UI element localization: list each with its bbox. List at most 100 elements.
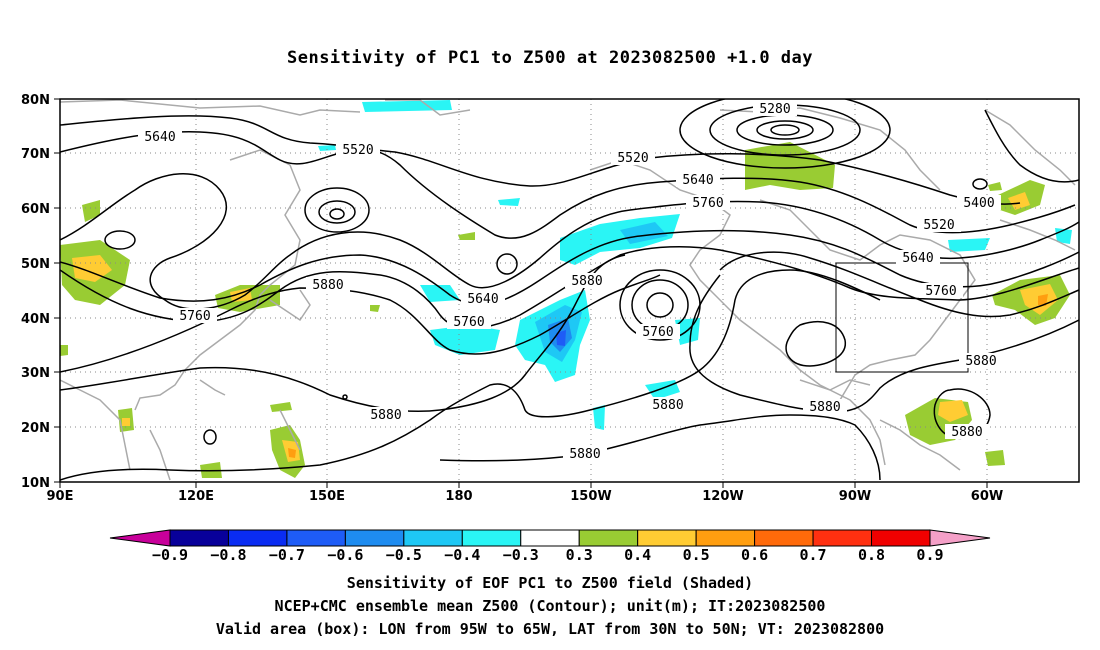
- caption-line-2: NCEP+CMC ensemble mean Z500 (Contour); u…: [0, 597, 1100, 615]
- contour-line: [305, 188, 369, 232]
- contour-line: [973, 179, 987, 189]
- lon-label: 120E: [178, 489, 214, 504]
- contour-line: [204, 430, 216, 444]
- lat-label: 70N: [21, 147, 50, 162]
- colorbar-swatch: [404, 530, 462, 546]
- colorbar-high-arrow: [930, 530, 990, 546]
- contour-line: [105, 231, 135, 249]
- lat-ticks: [54, 99, 60, 482]
- contour-line: [737, 115, 833, 145]
- contour-line: [632, 280, 688, 330]
- colorbar-swatch: [813, 530, 871, 546]
- shade-green-patch: [458, 232, 475, 240]
- lon-label: 90W: [839, 489, 871, 504]
- shade-green-patch: [370, 305, 380, 312]
- lat-label: 30N: [21, 366, 50, 381]
- lon-label: 120W: [702, 489, 743, 504]
- lon-labels: 90E 120E 150E 180 150W 120W 90W 60W: [47, 489, 1004, 504]
- colorbar-label: −0.5: [386, 546, 422, 564]
- colorbar-label: −0.3: [503, 546, 539, 564]
- lat-label: 50N: [21, 257, 50, 272]
- lat-label: 80N: [21, 93, 50, 108]
- contour-label: 5760: [642, 325, 673, 340]
- lat-labels: 80N 70N 60N 50N 40N 30N 20N 10N: [21, 93, 50, 491]
- lon-ticks: [60, 482, 987, 488]
- lon-label: 180: [445, 489, 472, 504]
- contour-label: 5520: [617, 151, 648, 166]
- colorbar-label: −0.6: [327, 546, 363, 564]
- colorbar-swatch: [755, 530, 813, 546]
- contour-label: 5400: [963, 196, 994, 211]
- colorbar-label: −0.8: [210, 546, 246, 564]
- contour-label: 5880: [809, 400, 840, 415]
- shade-green-patch: [985, 450, 1005, 466]
- contour-label: 5640: [682, 173, 713, 188]
- contour-label: 5880: [652, 398, 683, 413]
- shade-green-patch: [60, 345, 68, 356]
- contour-label: 5880: [951, 425, 982, 440]
- colorbar-swatch: [579, 530, 637, 546]
- lon-label: 90E: [47, 489, 74, 504]
- colorbar: −0.9 −0.8 −0.7 −0.6 −0.5 −0.4 −0.3 0.3 0.4 0.5 0.6…: [110, 530, 990, 564]
- shade-green-patch: [82, 200, 100, 222]
- colorbar-label: −0.9: [152, 546, 188, 564]
- colorbar-label: 0.7: [800, 546, 827, 564]
- contour-label: 5760: [692, 196, 723, 211]
- shade-cyan-patch: [948, 238, 990, 252]
- contour-line: [343, 395, 347, 399]
- colorbar-swatch: [170, 530, 228, 546]
- contour-label: 5880: [569, 447, 600, 462]
- contour-line: [330, 209, 344, 219]
- contour-line: [647, 293, 673, 317]
- contour-label: 5520: [923, 218, 954, 233]
- shade-cyan-patch: [318, 145, 336, 151]
- colorbar-swatch: [638, 530, 696, 546]
- lat-label: 60N: [21, 202, 50, 217]
- contour-label: 5640: [902, 251, 933, 266]
- contour-line: [757, 121, 813, 139]
- colorbar-swatch: [462, 530, 520, 546]
- contour-label: 5880: [571, 274, 602, 289]
- lon-label: 150W: [570, 489, 611, 504]
- contour-label: 5640: [467, 292, 498, 307]
- contour-line: [985, 110, 1079, 182]
- colorbar-label: 0.8: [858, 546, 885, 564]
- colorbar-low-arrow: [110, 530, 170, 546]
- contour-label: 5760: [453, 315, 484, 330]
- contour-label: 5760: [179, 309, 210, 324]
- lon-label: 150E: [309, 489, 345, 504]
- colorbar-swatch: [696, 530, 754, 546]
- colorbar-swatch: [521, 530, 579, 546]
- contour-label: 5880: [370, 408, 401, 423]
- shade-green-patch: [988, 182, 1002, 191]
- contour-label: 5520: [342, 143, 373, 158]
- contour-label: 5280: [759, 102, 790, 117]
- lat-label: 20N: [21, 421, 50, 436]
- contour-line: [440, 415, 880, 480]
- contour-label: 5640: [144, 130, 175, 145]
- caption-line-1: Sensitivity of EOF PC1 to Z500 field (Sh…: [0, 574, 1100, 592]
- shade-cyan-patch: [498, 198, 520, 206]
- colorbar-label: −0.7: [269, 546, 305, 564]
- contour-label: 5880: [965, 354, 996, 369]
- colorbar-swatch: [345, 530, 403, 546]
- colorbar-label: 0.3: [566, 546, 593, 564]
- colorbar-label: 0.9: [916, 546, 943, 564]
- colorbar-label: 0.5: [683, 546, 710, 564]
- lat-label: 40N: [21, 312, 50, 327]
- contour-label: 5760: [925, 284, 956, 299]
- contour-label: 5880: [312, 278, 343, 293]
- lon-label: 60W: [971, 489, 1003, 504]
- colorbar-label: 0.4: [624, 546, 651, 564]
- contour-line: [497, 254, 517, 274]
- colorbar-label: −0.4: [444, 546, 480, 564]
- colorbar-swatch: [228, 530, 286, 546]
- colorbar-label: 0.6: [741, 546, 768, 564]
- shade-cyan-patch: [362, 100, 452, 112]
- caption-line-3: Valid area (box): LON from 95W to 65W, L…: [0, 620, 1100, 638]
- contour-line: [771, 125, 799, 135]
- colorbar-swatch: [287, 530, 345, 546]
- colorbar-swatch: [872, 530, 930, 546]
- shade-yellow-patch: [122, 418, 130, 426]
